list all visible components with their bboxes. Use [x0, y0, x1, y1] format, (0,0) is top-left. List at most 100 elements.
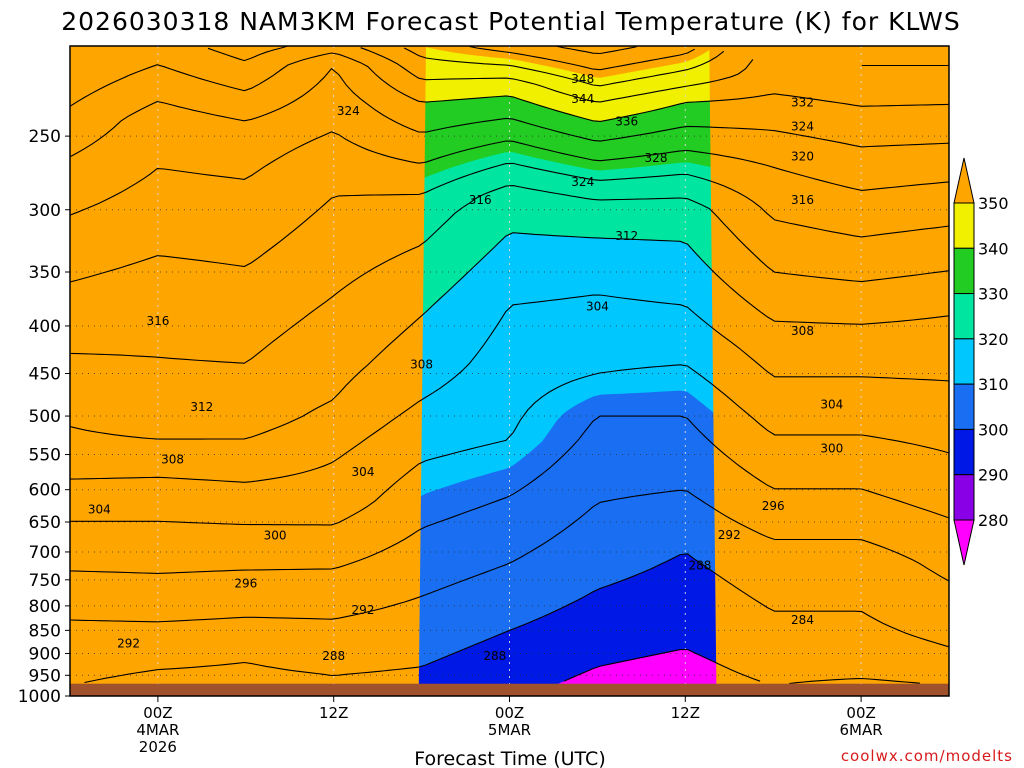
x-tick-label: 00Z	[846, 704, 875, 722]
filled-contour-layer	[70, 46, 949, 696]
contour-label: 324	[791, 119, 814, 133]
contour-lines	[70, 46, 949, 685]
contour-label: 316	[791, 193, 814, 207]
y-tick-label: 950	[29, 666, 61, 686]
contour-line-346	[556, 46, 637, 55]
colorbar-label: 280	[978, 511, 1009, 530]
contour-label: 320	[791, 150, 814, 164]
colorbar-segment	[953, 338, 975, 385]
fill-band-340	[70, 46, 949, 696]
colorbar-label: 310	[978, 375, 1009, 394]
contour-line-338	[403, 47, 725, 87]
ground-surface	[70, 683, 949, 696]
contour-label: 308	[161, 453, 184, 467]
colorbar-label: 320	[978, 330, 1009, 349]
contour-label: 292	[718, 528, 741, 542]
contour-line-310	[70, 232, 949, 440]
contour-line-306	[70, 294, 949, 483]
y-tick-label: 850	[29, 621, 61, 641]
contour-line-334	[207, 46, 949, 103]
contour-line-298	[70, 415, 949, 574]
contour-line-302	[70, 364, 949, 526]
x-axis-label: Forecast Time (UTC)	[414, 748, 605, 768]
contour-label: 304	[352, 465, 375, 479]
contour-label: 300	[820, 442, 843, 456]
contour-line-330	[70, 52, 949, 122]
colorbar-label: 330	[978, 285, 1009, 304]
y-tick-label: 400	[29, 317, 61, 337]
y-tick-label: 550	[29, 446, 61, 466]
y-tick-label: 700	[29, 543, 61, 563]
y-tick-label: 600	[29, 481, 61, 501]
colorbar-segment	[953, 474, 975, 521]
x-tick-label: 12Z	[671, 704, 700, 722]
contour-label: 296	[234, 577, 257, 591]
contour-label: 316	[469, 193, 492, 207]
y-tick-label: 250	[29, 127, 61, 147]
y-tick-label: 750	[29, 571, 61, 591]
y-axis: 250 300 350 400 450 500 550 600 650 700 750 800 850 9…	[18, 127, 70, 707]
contour-label: 328	[645, 151, 668, 165]
contour-line-326	[70, 67, 949, 158]
y-tick-label: 500	[29, 407, 61, 427]
colorbar-segment-below-280	[953, 519, 975, 566]
contour-line-294	[70, 489, 949, 623]
contour-label: 312	[190, 400, 213, 414]
grid-lines	[70, 46, 949, 696]
contour-label: 288	[322, 649, 345, 663]
contour-line-318	[70, 162, 949, 283]
x-tick-label: 2026	[139, 738, 177, 756]
contour-label: 324	[571, 175, 594, 189]
colorbar-segment-above-350	[953, 157, 975, 204]
contour-label: 292	[117, 636, 140, 650]
contour-label: 288	[688, 559, 711, 573]
colorbar-segment	[953, 247, 975, 295]
colorbar: 280 290 300 310 320 330 340 350	[953, 157, 1009, 566]
contour-line-322	[70, 131, 949, 216]
contour-label: 336	[615, 114, 638, 128]
colorbar-segment	[953, 293, 975, 340]
contour-label: 304	[88, 502, 111, 516]
colorbar-segment	[953, 428, 975, 476]
colorbar-label: 290	[978, 466, 1009, 485]
contour-label: 284	[791, 613, 814, 627]
contour-label: 288	[483, 649, 506, 663]
contour-label: 312	[615, 229, 638, 243]
x-tick-label: 12Z	[319, 704, 348, 722]
contour-label: 304	[586, 299, 609, 313]
plot-area: 348 344 336 332 324 320 328 324 324 316 316 312 316 3…	[70, 46, 949, 696]
contour-line-314	[70, 185, 949, 364]
contour-label: 292	[352, 603, 375, 617]
contour-labels: 348 344 336 332 324 320 328 324 324 316 316 312 316 3…	[88, 72, 843, 663]
contour-label: 332	[791, 95, 814, 109]
contour-label: 308	[410, 357, 433, 371]
contour-label: 316	[146, 314, 169, 328]
x-tick-label: 00Z	[495, 704, 524, 722]
contour-label: 296	[762, 499, 785, 513]
colorbar-label: 350	[978, 194, 1009, 213]
y-tick-label: 650	[29, 513, 61, 533]
y-tick-label: 800	[29, 597, 61, 617]
y-tick-label: 900	[29, 644, 61, 664]
x-tick-label: 6MAR	[840, 721, 883, 739]
y-tick-label: 350	[29, 263, 61, 283]
colorbar-label: 340	[978, 239, 1009, 258]
x-tick-label: 00Z	[143, 704, 172, 722]
contour-line-290	[84, 553, 949, 684]
y-tick-label: 450	[29, 365, 61, 385]
colorbar-segment	[953, 383, 975, 430]
contour-label: 344	[571, 92, 594, 106]
colorbar-segment	[953, 202, 975, 249]
contour-label: 300	[264, 528, 287, 542]
x-tick-label: 4MAR	[136, 721, 179, 739]
contour-label: 304	[820, 398, 843, 412]
x-tick-label: 5MAR	[488, 721, 531, 739]
watermark-text: coolwx.com/modelts	[841, 747, 1013, 765]
contour-label: 324	[337, 104, 360, 118]
y-tick-label: 300	[29, 201, 61, 221]
colorbar-label: 300	[978, 420, 1009, 439]
contour-line-342	[469, 46, 695, 71]
contour-line-286	[563, 648, 920, 685]
